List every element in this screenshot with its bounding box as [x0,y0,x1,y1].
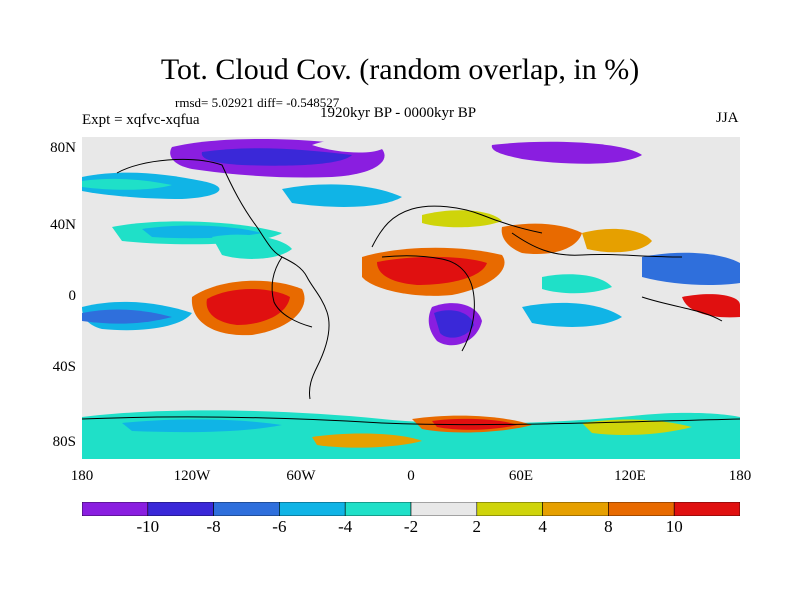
colorbar-swatch [673,502,740,516]
period-label: 1920kyr BP - 0000kyr BP [320,105,477,121]
colorbar-label: -2 [403,517,419,536]
colorbar [82,502,740,516]
colorbar-swatch [147,502,214,516]
colorbar-swatch [344,502,412,516]
season-label: JJA [716,110,739,126]
colorbar-label: -8 [206,517,221,536]
lat-tick-80n: 80N [50,140,76,156]
experiment-label: Expt = xqfvc-xqfua [82,112,200,128]
colorbar-swatch [608,502,675,516]
lon-tick-60w: 60W [286,468,316,484]
lat-tick-40n: 40N [50,217,76,233]
lon-tick-120w: 120W [173,468,211,484]
lon-tick-180w: 180 [70,468,94,484]
colorbar-label: 2 [472,517,482,536]
colorbar-label: -4 [338,517,353,536]
colorbar-label: -6 [272,517,287,536]
lon-tick-180e: 180 [728,468,752,484]
lat-tick-0: 0 [68,288,77,304]
cloud-cover-anomaly-map [82,137,740,459]
colorbar-label: 4 [538,517,547,536]
lat-tick-40s: 40S [52,359,76,375]
colorbar-label: 10 [665,517,683,536]
colorbar-swatch [476,502,543,516]
anomaly-field [82,138,740,459]
colorbar-swatch [213,502,280,516]
colorbar-swatch [82,502,149,516]
lon-tick-60e: 60E [508,468,534,484]
colorbar-swatch [410,502,478,516]
colorbar-label: -10 [136,517,160,536]
lon-tick-120e: 120E [614,468,646,484]
lat-tick-80s: 80S [52,434,76,450]
stats-label: rmsd= 5.02921 diff= -0.548527 [175,95,340,110]
plot-title: Tot. Cloud Cov. (random overlap, in %) [160,53,640,86]
colorbar-swatch [279,502,346,516]
colorbar-label: 8 [604,517,613,536]
colorbar-swatch [542,502,609,516]
lon-tick-0: 0 [407,468,415,484]
